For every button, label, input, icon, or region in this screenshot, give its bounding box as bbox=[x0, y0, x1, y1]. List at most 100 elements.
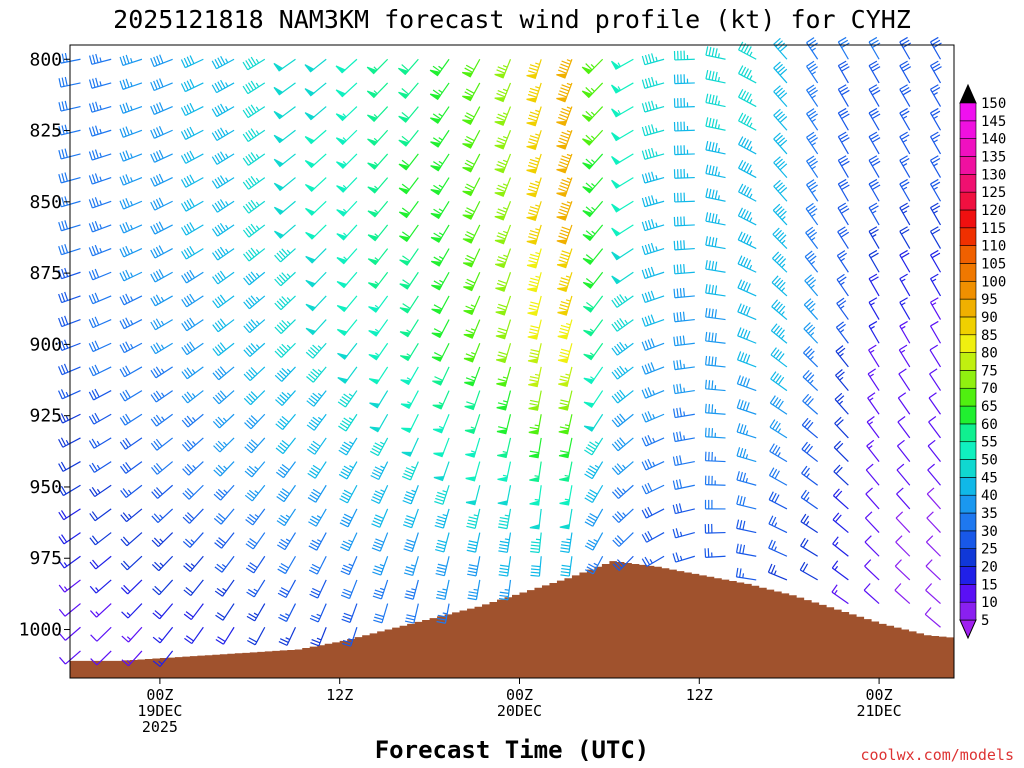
wind-barb bbox=[276, 484, 296, 503]
wind-barb bbox=[611, 413, 634, 428]
wind-barb bbox=[366, 82, 389, 99]
wind-barb bbox=[610, 58, 634, 70]
wind-barb bbox=[180, 55, 204, 69]
wind-barb bbox=[340, 532, 358, 552]
wind-barb bbox=[831, 560, 849, 581]
wind-barb bbox=[929, 60, 942, 84]
wind-barb bbox=[770, 371, 788, 392]
wind-barb bbox=[771, 275, 788, 297]
chart-title: 2025121818 NAM3KM forecast wind profile … bbox=[113, 5, 911, 34]
wind-barb bbox=[340, 556, 358, 576]
wind-barb bbox=[462, 106, 481, 126]
wind-barb bbox=[738, 41, 757, 60]
wind-barb bbox=[212, 413, 235, 429]
wind-barb bbox=[399, 271, 419, 290]
wind-barb bbox=[804, 274, 819, 297]
wind-barb bbox=[368, 342, 389, 361]
wind-barb bbox=[583, 413, 604, 432]
wind-barb bbox=[806, 131, 819, 155]
wind-barb bbox=[305, 295, 327, 312]
wind-barb bbox=[800, 489, 818, 510]
wind-barb bbox=[641, 100, 665, 113]
wind-barb bbox=[837, 178, 850, 202]
y-axis: 800 825 850 875 900 925 950 975 1000 bbox=[19, 49, 70, 641]
wind-barb bbox=[403, 556, 419, 577]
wind-barb bbox=[150, 197, 173, 211]
colorbar-swatch bbox=[959, 548, 977, 567]
wind-barb bbox=[462, 200, 481, 220]
wind-barb bbox=[181, 341, 204, 356]
wind-barb bbox=[806, 37, 819, 60]
wind-barb bbox=[801, 417, 819, 439]
wind-barb bbox=[705, 260, 726, 273]
wind-barb bbox=[308, 508, 327, 527]
wind-barb bbox=[559, 461, 573, 482]
wind-barb bbox=[335, 82, 358, 98]
wind-barb bbox=[899, 320, 911, 344]
wind-barb bbox=[435, 532, 450, 553]
wind-barb bbox=[339, 484, 358, 504]
wind-barb bbox=[672, 503, 695, 515]
wind-barb bbox=[768, 539, 788, 557]
wind-barb bbox=[641, 338, 665, 351]
wind-barb bbox=[431, 271, 450, 291]
wind-barb bbox=[673, 145, 695, 156]
y-tick-label: 875 bbox=[29, 263, 62, 284]
wind-barb bbox=[837, 202, 850, 226]
wind-barb bbox=[119, 54, 143, 67]
wind-barb bbox=[242, 223, 266, 238]
wind-barb bbox=[369, 437, 389, 457]
wind-barb bbox=[556, 248, 573, 269]
wind-barb bbox=[704, 499, 726, 510]
wind-barb bbox=[641, 458, 665, 471]
wind-barb bbox=[181, 269, 204, 284]
wind-barb bbox=[641, 530, 665, 543]
wind-barb bbox=[399, 295, 419, 314]
wind-barb bbox=[866, 416, 880, 439]
wind-barb bbox=[119, 341, 143, 354]
wind-barb bbox=[184, 626, 204, 645]
wind-barb bbox=[866, 439, 880, 462]
wind-barb bbox=[152, 603, 174, 620]
wind-barb bbox=[773, 132, 788, 155]
wind-barb bbox=[277, 555, 297, 575]
wind-barb bbox=[582, 200, 604, 218]
wind-barb bbox=[641, 290, 665, 303]
wind-barb bbox=[89, 53, 112, 65]
wind-barb bbox=[926, 511, 941, 533]
wind-barb bbox=[641, 124, 665, 137]
wind-barb bbox=[736, 519, 757, 534]
wind-barb bbox=[529, 508, 542, 530]
wind-barb bbox=[215, 626, 235, 645]
wind-barb bbox=[556, 224, 573, 245]
wind-barb bbox=[868, 273, 880, 297]
wind-barb bbox=[243, 271, 266, 286]
wind-barb bbox=[805, 226, 819, 249]
wind-barb bbox=[305, 224, 327, 240]
wind-barb bbox=[556, 59, 573, 79]
colorbar-tick-label: 20 bbox=[981, 560, 998, 576]
x-tick-label: 12Z bbox=[326, 686, 353, 704]
wind-barb bbox=[894, 559, 911, 581]
wind-barb bbox=[530, 556, 542, 577]
wind-barb bbox=[121, 603, 143, 619]
wind-barb bbox=[799, 561, 818, 581]
wind-barb bbox=[495, 272, 512, 292]
wind-barb bbox=[672, 431, 695, 443]
wind-barb bbox=[119, 102, 143, 114]
wind-barb bbox=[150, 173, 173, 187]
wind-barb bbox=[304, 106, 327, 121]
wind-barb bbox=[150, 318, 173, 331]
wind-barb bbox=[58, 603, 81, 617]
wind-barb bbox=[398, 153, 419, 171]
wind-barb bbox=[836, 250, 849, 273]
wind-barb bbox=[611, 153, 634, 166]
wind-barb bbox=[736, 423, 757, 439]
wind-barb bbox=[58, 220, 81, 232]
wind-barb bbox=[211, 175, 235, 189]
wind-barb bbox=[119, 461, 143, 474]
wind-barb bbox=[803, 322, 819, 344]
wind-barb bbox=[88, 221, 112, 233]
wind-barb bbox=[181, 413, 204, 428]
